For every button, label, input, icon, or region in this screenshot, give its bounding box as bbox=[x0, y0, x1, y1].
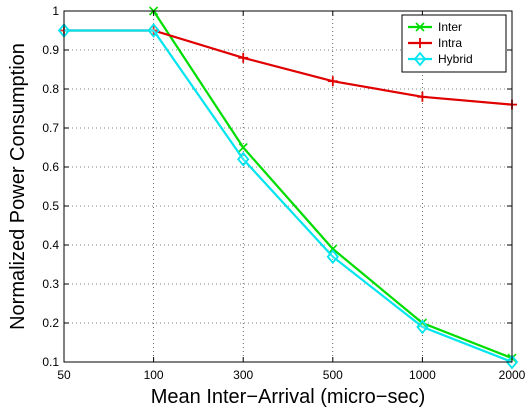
x-tick-label: 300 bbox=[233, 368, 253, 382]
x-axis-label: Mean Inter−Arrival (micro−sec) bbox=[151, 386, 426, 408]
plus-marker bbox=[327, 76, 338, 87]
plus-marker bbox=[415, 38, 425, 48]
plot-area-frame bbox=[63, 10, 513, 363]
diamond-marker bbox=[413, 51, 427, 67]
x-tick-label: 50 bbox=[57, 368, 71, 382]
x-marker bbox=[238, 142, 248, 153]
x-marker-stroke bbox=[415, 22, 425, 32]
legend-label: Hybrid bbox=[438, 52, 473, 66]
plus-marker bbox=[238, 52, 249, 63]
x-marker bbox=[415, 22, 425, 32]
x-marker-stroke bbox=[238, 142, 248, 153]
x-tick-label: 2000 bbox=[499, 368, 526, 382]
legend-item-inter: Inter bbox=[408, 20, 462, 34]
legend: Inter Intra Hybrid bbox=[401, 14, 507, 73]
legend-label: Intra bbox=[438, 36, 462, 50]
series-hybrid bbox=[57, 23, 519, 370]
y-tick-label: 0.1 bbox=[42, 355, 59, 369]
x-tick-label: 500 bbox=[323, 368, 343, 382]
legend-item-intra: Intra bbox=[408, 36, 462, 50]
series-line-hybrid bbox=[64, 29, 513, 364]
diamond-marker bbox=[147, 23, 160, 38]
legend-label: Inter bbox=[438, 20, 462, 34]
diamond-marker bbox=[326, 249, 339, 265]
y-tick-label: 0.7 bbox=[42, 121, 59, 135]
x-tick-label: 1000 bbox=[409, 368, 436, 382]
y-tick-label: 0.9 bbox=[42, 43, 59, 57]
y-tick-label: 0.8 bbox=[42, 82, 59, 96]
y-axis-label: Normalized Power Consumption bbox=[7, 43, 29, 330]
plus-marker bbox=[417, 91, 428, 102]
grid bbox=[64, 11, 512, 362]
y-tick-label: 0.3 bbox=[42, 277, 59, 291]
x-marker bbox=[328, 244, 338, 254]
y-tick-label: 1 bbox=[52, 4, 59, 18]
y-tick-label: 0.6 bbox=[42, 160, 59, 174]
axis-ticks: 50 100 300 500 1000 2000 0.1 0.2 0.3 0.4 0.5 0.6 0.7… bbox=[42, 4, 525, 382]
y-tick-label: 0.4 bbox=[42, 238, 59, 252]
diamond-marker bbox=[416, 319, 429, 335]
y-tick-label: 0.2 bbox=[42, 316, 59, 330]
y-tick-label: 0.5 bbox=[42, 199, 59, 213]
x-marker-stroke bbox=[328, 244, 338, 254]
diamond-marker bbox=[237, 151, 250, 167]
series-lines bbox=[57, 6, 519, 370]
legend-item-hybrid: Hybrid bbox=[408, 51, 473, 67]
x-tick-label: 100 bbox=[144, 368, 164, 382]
